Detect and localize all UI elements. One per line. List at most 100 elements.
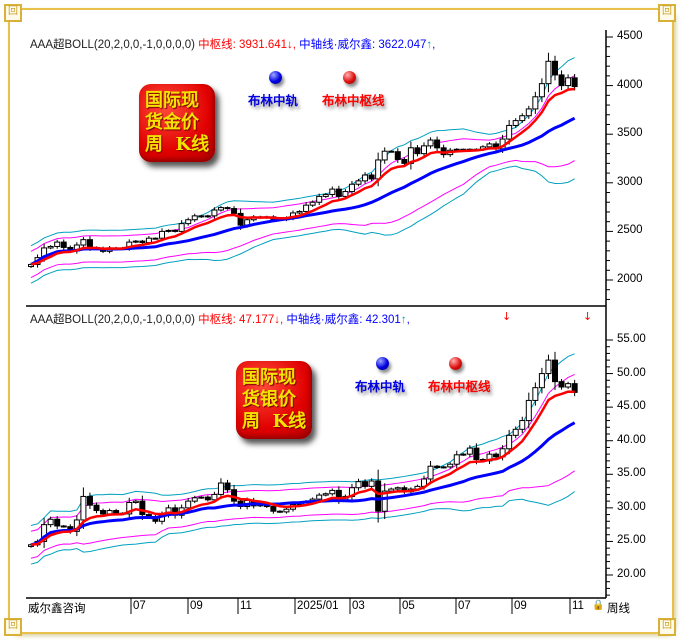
- y-tick-label: 4000: [617, 78, 643, 91]
- candle-up: [506, 124, 513, 140]
- candle-up: [80, 495, 87, 521]
- legend-blue-ball-icon: [376, 357, 389, 370]
- x-tick-label: 09: [190, 600, 203, 612]
- candle-down: [362, 481, 369, 487]
- candle-up: [159, 230, 165, 239]
- period-weekly[interactable]: 周线: [607, 603, 630, 615]
- candle-up: [506, 434, 513, 450]
- candle-down: [204, 496, 211, 501]
- candle-down: [434, 139, 441, 149]
- candle-up: [519, 115, 526, 122]
- x-tick-label: 07: [133, 600, 146, 612]
- candle-down: [224, 207, 231, 210]
- candle-up: [512, 428, 519, 436]
- candle-up: [532, 387, 539, 401]
- y-tick-label: 3000: [617, 175, 643, 188]
- candle-up: [440, 466, 447, 469]
- candle-up: [525, 108, 532, 117]
- candle-up: [41, 524, 48, 542]
- legend-mid-band: 布林中轨: [355, 379, 406, 394]
- x-tick-label: 11: [572, 600, 584, 612]
- candle-down: [552, 60, 558, 76]
- y-tick-label: 2000: [617, 273, 643, 285]
- x-tick-label: 03: [352, 600, 365, 612]
- lock-icon[interactable]: 🔒: [592, 600, 605, 611]
- chart-frame: [8, 8, 674, 634]
- indicator-name: AAA超BOLL(20,2,0,0,-1,0,0,0,0): [30, 314, 195, 326]
- candle-up: [525, 399, 532, 422]
- arrow-down-icon: ↓: [274, 314, 280, 326]
- candle-up: [565, 383, 572, 388]
- signal-arrow-down-icon: ↓: [502, 310, 512, 323]
- candle-down: [224, 482, 231, 491]
- candle-up: [316, 195, 323, 203]
- candle-down: [270, 506, 277, 512]
- candle-up: [132, 240, 139, 243]
- candle-up: [165, 229, 172, 232]
- y-tick-label: 40.00: [617, 433, 646, 446]
- candle-up: [565, 77, 572, 87]
- upper-outer-band: [30, 353, 575, 527]
- candle-up: [512, 120, 519, 126]
- candle-up: [126, 501, 133, 515]
- candle-up: [283, 508, 290, 513]
- candle-down: [558, 381, 565, 388]
- legend-blue-ball-icon: [269, 71, 282, 84]
- candle-up: [355, 180, 362, 185]
- candle-up: [519, 420, 526, 430]
- candle-up: [342, 191, 349, 197]
- corner-ornament-icon: 回: [4, 4, 22, 22]
- candle-down: [93, 504, 100, 512]
- lower-outer-band: [30, 491, 575, 565]
- candle-down: [86, 239, 93, 248]
- x-tick-label: 2025/01: [297, 600, 339, 612]
- candle-down: [552, 359, 558, 383]
- mid-pivot-line: [30, 390, 575, 547]
- candle-down: [558, 74, 565, 87]
- candle-up: [217, 482, 224, 495]
- candle-up: [152, 237, 159, 240]
- axis-line-label: 中轴线·威尔鑫:: [299, 39, 376, 51]
- axis-line-value: 3622.047: [378, 39, 427, 51]
- candle-up: [303, 204, 310, 212]
- candle-up: [309, 201, 316, 206]
- candle-down: [434, 465, 441, 469]
- candle-down: [571, 383, 578, 393]
- legend-red-ball-icon: [343, 71, 356, 84]
- candle-up: [532, 96, 539, 110]
- candle-up: [486, 143, 493, 148]
- y-tick-label: 30.00: [617, 500, 646, 513]
- candle-down: [388, 150, 395, 153]
- candle-down: [276, 510, 283, 513]
- arrow-up-icon: ↑: [400, 314, 407, 326]
- arrow-up-icon: ↑: [426, 39, 433, 51]
- candle-up: [211, 209, 218, 217]
- mid-line-value: 3931.641: [239, 39, 288, 51]
- candle-up: [466, 447, 473, 455]
- indicator-header-silver: AAA超BOLL(20,2,0,0,-1,0,0,0,0) 中枢线: 47.17…: [30, 314, 410, 326]
- candle-up: [381, 150, 388, 161]
- axis-line-label: 中轴线·威尔鑫:: [286, 314, 363, 326]
- candle-up: [453, 454, 460, 465]
- candle-up: [322, 193, 329, 197]
- candle-up: [185, 500, 192, 509]
- candle-up: [329, 188, 336, 195]
- candle-up: [204, 215, 211, 218]
- corner-ornament-icon: 回: [658, 618, 676, 636]
- candle-up: [368, 480, 375, 487]
- candle-up: [178, 223, 185, 232]
- candle-up: [421, 145, 427, 155]
- candle-up: [198, 496, 205, 499]
- mid-line-value: 47.177: [239, 314, 275, 326]
- candle-up: [538, 373, 545, 389]
- corner-ornament-icon: 回: [4, 618, 22, 636]
- candle-up: [545, 359, 552, 375]
- candle-down: [375, 480, 382, 512]
- corner-ornament-icon: 回: [658, 4, 676, 22]
- candle-up: [427, 139, 434, 147]
- candle-up: [80, 239, 87, 246]
- candle-up: [296, 210, 303, 214]
- indicator-name: AAA超BOLL(20,2,0,0,-1,0,0,0,0): [30, 39, 195, 51]
- candle-up: [375, 159, 382, 180]
